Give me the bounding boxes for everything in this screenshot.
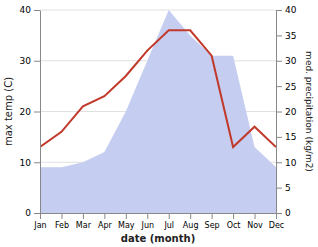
tick-label: 15 [285, 132, 296, 142]
tick: Mar [76, 213, 92, 230]
tick-mark [276, 137, 282, 138]
tick-label: 0 [285, 208, 291, 218]
tick: 10 [276, 158, 297, 168]
tick-mark [255, 213, 256, 219]
tick: Jun [141, 213, 155, 230]
tick-mark [276, 86, 282, 87]
tick-mark [276, 10, 282, 11]
tick-label: Aug [183, 221, 199, 230]
tick-mark [147, 213, 148, 219]
tick-label: 35 [285, 31, 296, 41]
tick: 30 [20, 56, 40, 66]
axis-line [41, 213, 277, 214]
grid [40, 10, 276, 213]
tick: 35 [276, 31, 296, 41]
tick-label: 5 [285, 183, 291, 193]
tick: Sep [205, 213, 220, 230]
tick-label: Jun [141, 221, 155, 230]
tick-label: Apr [98, 221, 113, 230]
tick-mark [104, 213, 105, 219]
tick-label: 10 [285, 158, 297, 168]
tick-mark [34, 10, 40, 11]
tick: Oct [227, 213, 241, 230]
tick-label: Nov [247, 221, 263, 230]
tick: Dec [269, 213, 284, 230]
line [40, 30, 276, 147]
tick: 30 [276, 56, 297, 66]
tick-label: Jan [33, 221, 46, 230]
area [40, 10, 276, 213]
tick-mark [212, 213, 213, 219]
y2-axis: 0 5 10 15 20 25 30 35 40 [276, 5, 297, 218]
y-axis-title: max temp (C) [3, 77, 14, 146]
tick-label: 40 [20, 5, 32, 15]
tick-mark [126, 213, 127, 219]
tick-mark [34, 213, 40, 214]
tick: 0 [25, 208, 40, 218]
tick-mark [276, 61, 282, 62]
tick-label: 0 [25, 208, 31, 218]
tick-label: Mar [76, 221, 92, 230]
tick: 20 [276, 107, 297, 117]
x-axis-title: date (month) [121, 233, 195, 244]
tick-label: 30 [20, 56, 32, 66]
tick-label: 40 [285, 5, 297, 15]
tick: 40 [20, 5, 40, 15]
tick: 10 [20, 158, 40, 168]
tick-label: Feb [55, 221, 69, 230]
tick: May [118, 213, 135, 230]
tick: 0 [276, 208, 291, 218]
tick: Feb [55, 213, 69, 230]
tick-label: 20 [285, 107, 297, 117]
tick: Aug [183, 213, 199, 230]
y2-axis-title: med. precipitation (kg/m2) [304, 51, 314, 172]
tick: 25 [276, 82, 296, 92]
tick-mark [169, 213, 170, 219]
plot: JanFebMarAprMayJunJulAugSepOctNovDec0102… [3, 5, 314, 244]
tick-mark [40, 213, 41, 219]
tick: 40 [276, 5, 297, 15]
tick-label: 20 [20, 107, 32, 117]
y-axis: 0 10 20 30 40 [20, 5, 41, 218]
tick-mark [276, 213, 282, 214]
axis-line [40, 11, 41, 214]
marks [40, 10, 276, 213]
tick-label: Dec [269, 221, 284, 230]
tick-label: 30 [285, 56, 297, 66]
tick-mark [34, 162, 40, 163]
tick: Jul [163, 213, 174, 230]
tick-label: 10 [20, 158, 32, 168]
tick: 15 [276, 132, 296, 142]
tick-label: Jul [163, 221, 174, 230]
tick: Nov [247, 213, 263, 230]
x-axis: Jan Feb Mar Apr May Jun Jul Aug Sep Oct Nov Dec [33, 213, 284, 230]
tick-label: May [118, 221, 135, 230]
tick: Apr [98, 213, 113, 230]
tick-mark [34, 112, 40, 113]
tick-mark [276, 112, 282, 113]
tick-mark [61, 213, 62, 219]
tick-mark [276, 162, 282, 163]
tick-mark [276, 188, 282, 189]
tick-label: Sep [205, 221, 220, 230]
tick-mark [190, 213, 191, 219]
tick: 5 [276, 183, 291, 193]
chart: JanFebMarAprMayJunJulAugSepOctNovDec0102… [0, 0, 318, 247]
tick-label: Oct [227, 221, 241, 230]
tick: Jan [33, 213, 46, 230]
tick-label: 25 [285, 82, 296, 92]
tick-mark [276, 35, 282, 36]
tick-mark [83, 213, 84, 219]
grid-line [40, 10, 276, 11]
tick-mark [34, 61, 40, 62]
tick-mark [233, 213, 234, 219]
tick: 20 [20, 107, 40, 117]
